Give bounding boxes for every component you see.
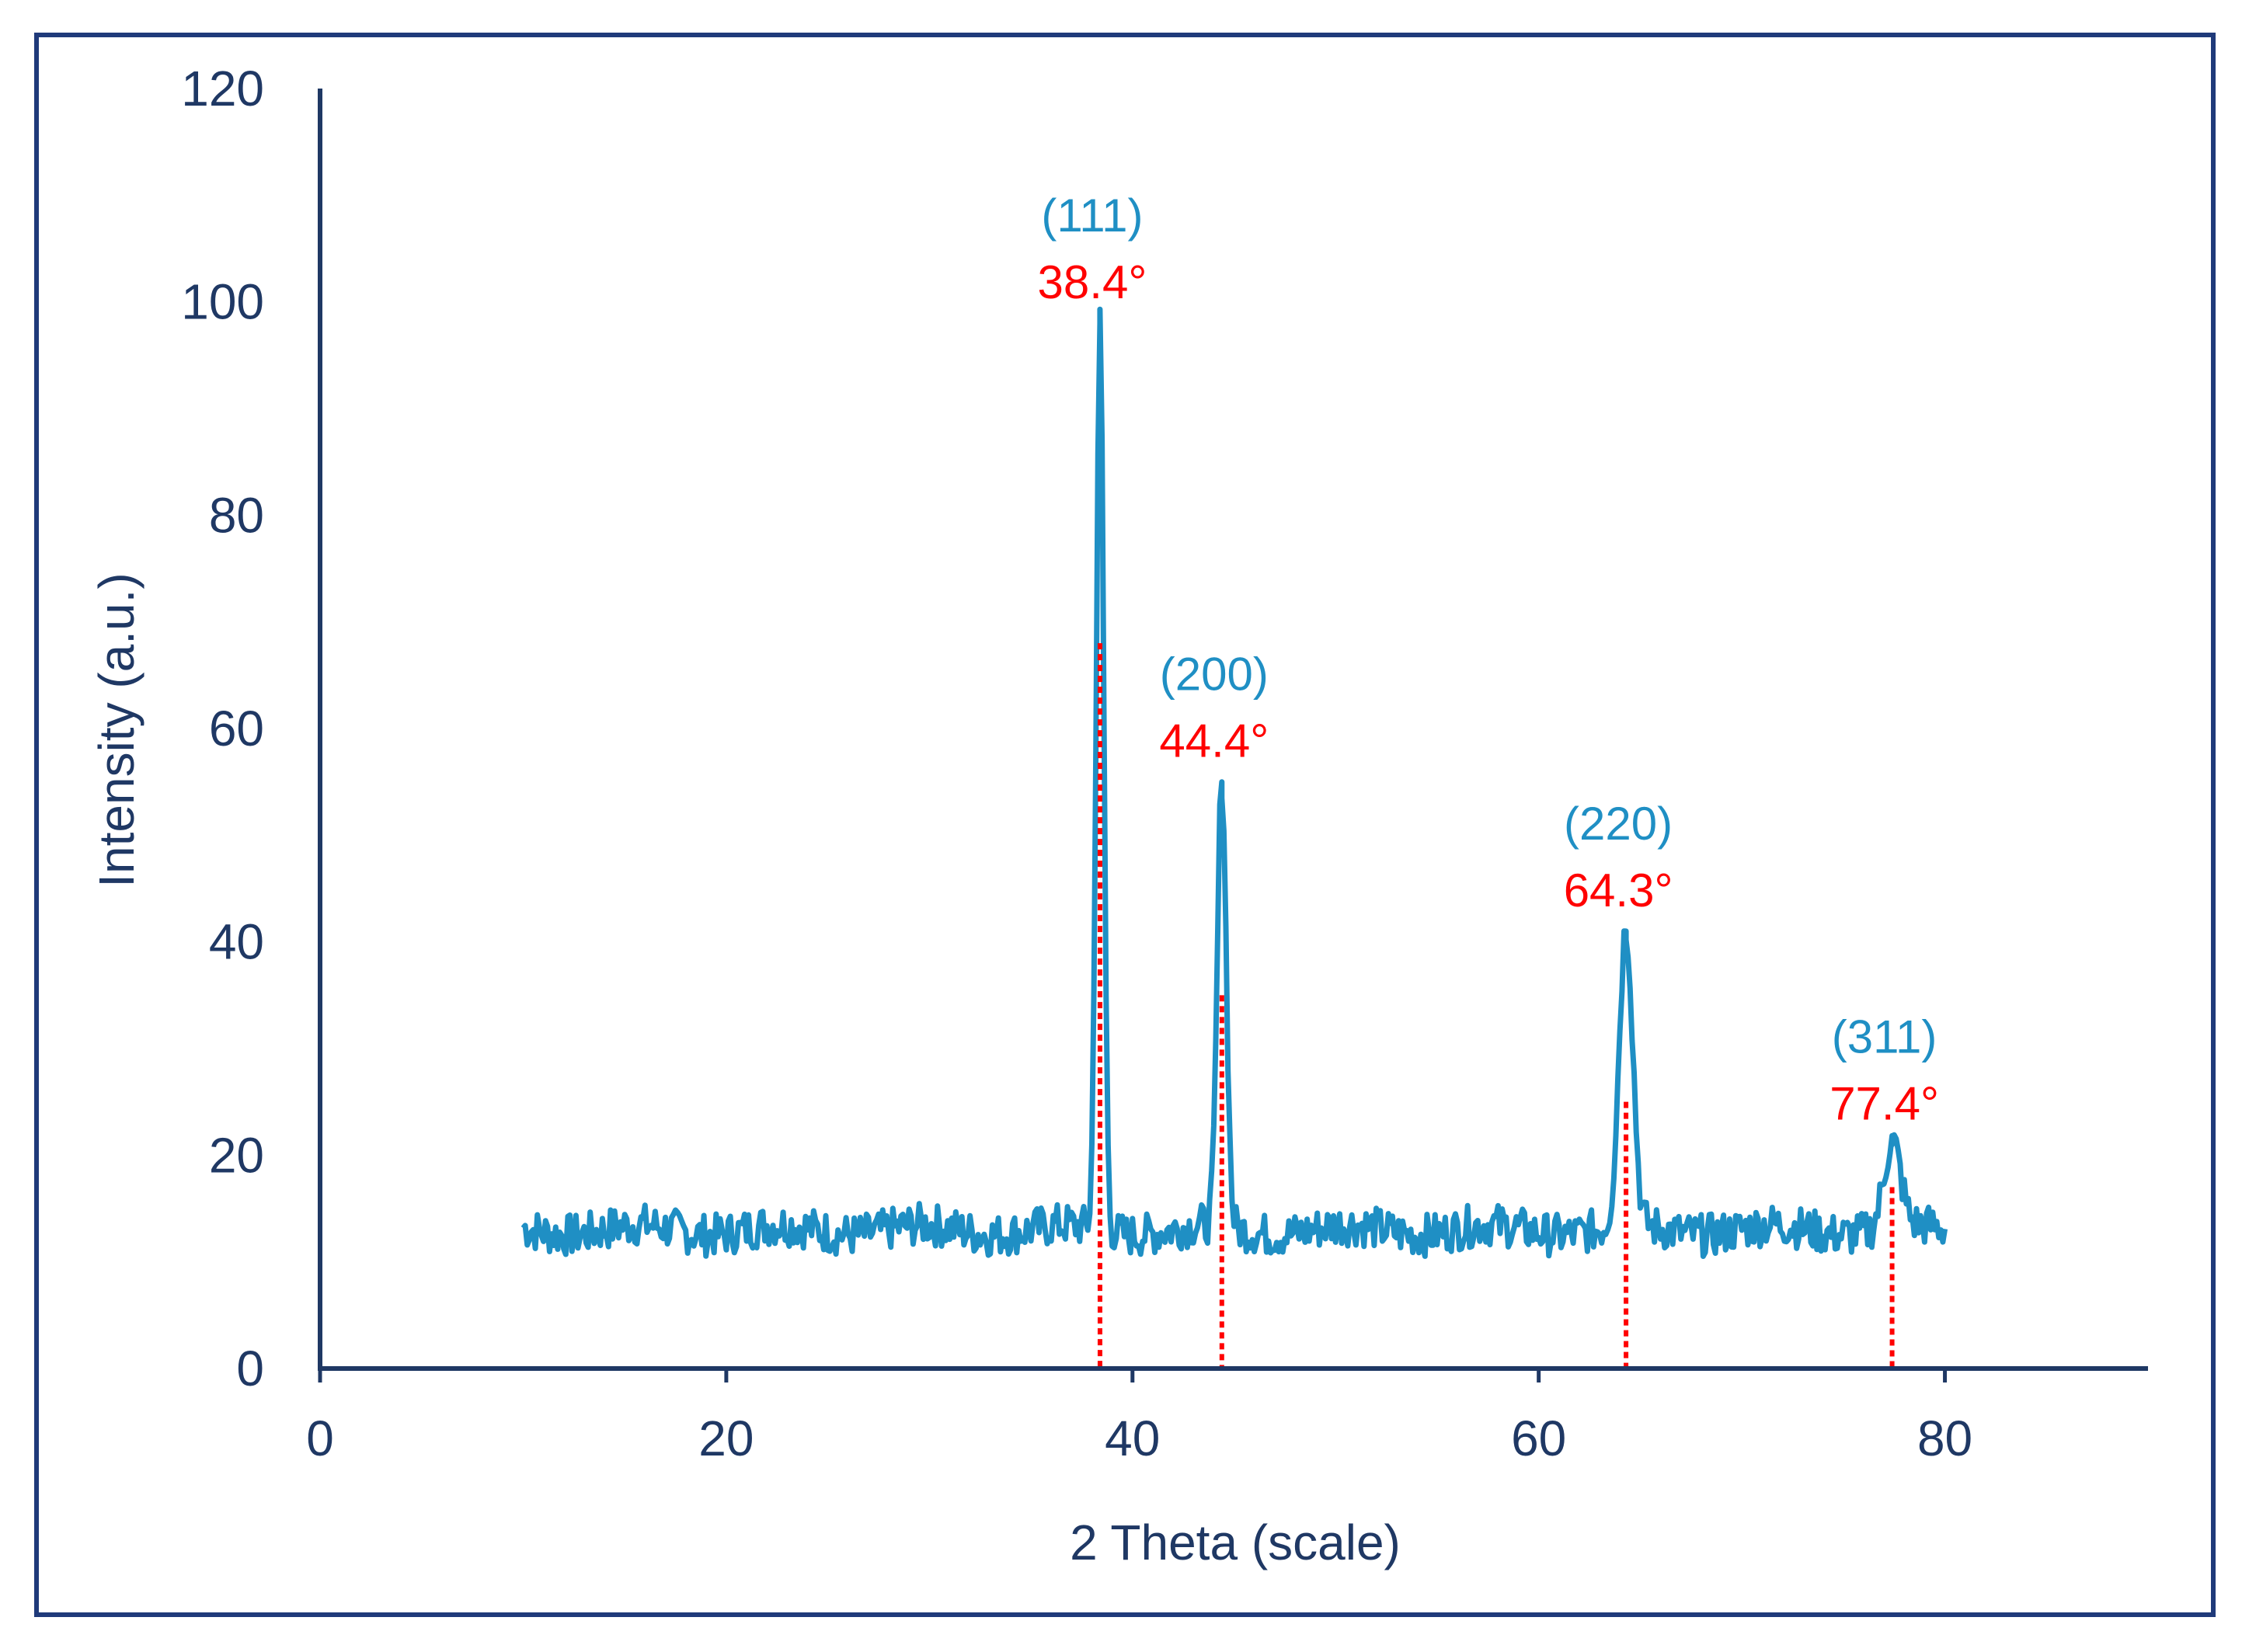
y-tick-label: 60: [209, 701, 264, 756]
series-line: [520, 306, 1948, 1259]
x-tick-label: 20: [698, 1410, 754, 1466]
y-tick-label: 120: [181, 61, 264, 117]
x-tick-label: 80: [1917, 1410, 1972, 1466]
peak-angle-label: 77.4°: [1829, 1078, 1939, 1130]
peak-hkl-label: (220): [1564, 798, 1673, 850]
y-tick-label: 0: [236, 1341, 264, 1396]
chart-frame: [34, 33, 2216, 1617]
peak-angle-label: 44.4°: [1159, 715, 1269, 767]
x-tick-label: 60: [1511, 1410, 1566, 1466]
peak-hkl-label: (200): [1160, 649, 1269, 701]
y-tick-label: 80: [209, 487, 264, 543]
peak-angle-label: 64.3°: [1564, 864, 1673, 916]
y-tick-label: 40: [209, 914, 264, 970]
y-tick-label: 100: [181, 274, 264, 330]
y-axis-title: Intensity (a.u.): [89, 572, 144, 888]
peak-hkl-label: (111): [1041, 190, 1143, 242]
peak-angle-label: 38.4°: [1038, 256, 1147, 308]
x-tick-label: 40: [1105, 1410, 1160, 1466]
y-tick-label: 20: [209, 1127, 264, 1183]
x-axis-title: 2 Theta (scale): [1070, 1515, 1401, 1570]
x-tick-label: 0: [306, 1410, 334, 1466]
peak-hkl-label: (311): [1832, 1011, 1937, 1063]
